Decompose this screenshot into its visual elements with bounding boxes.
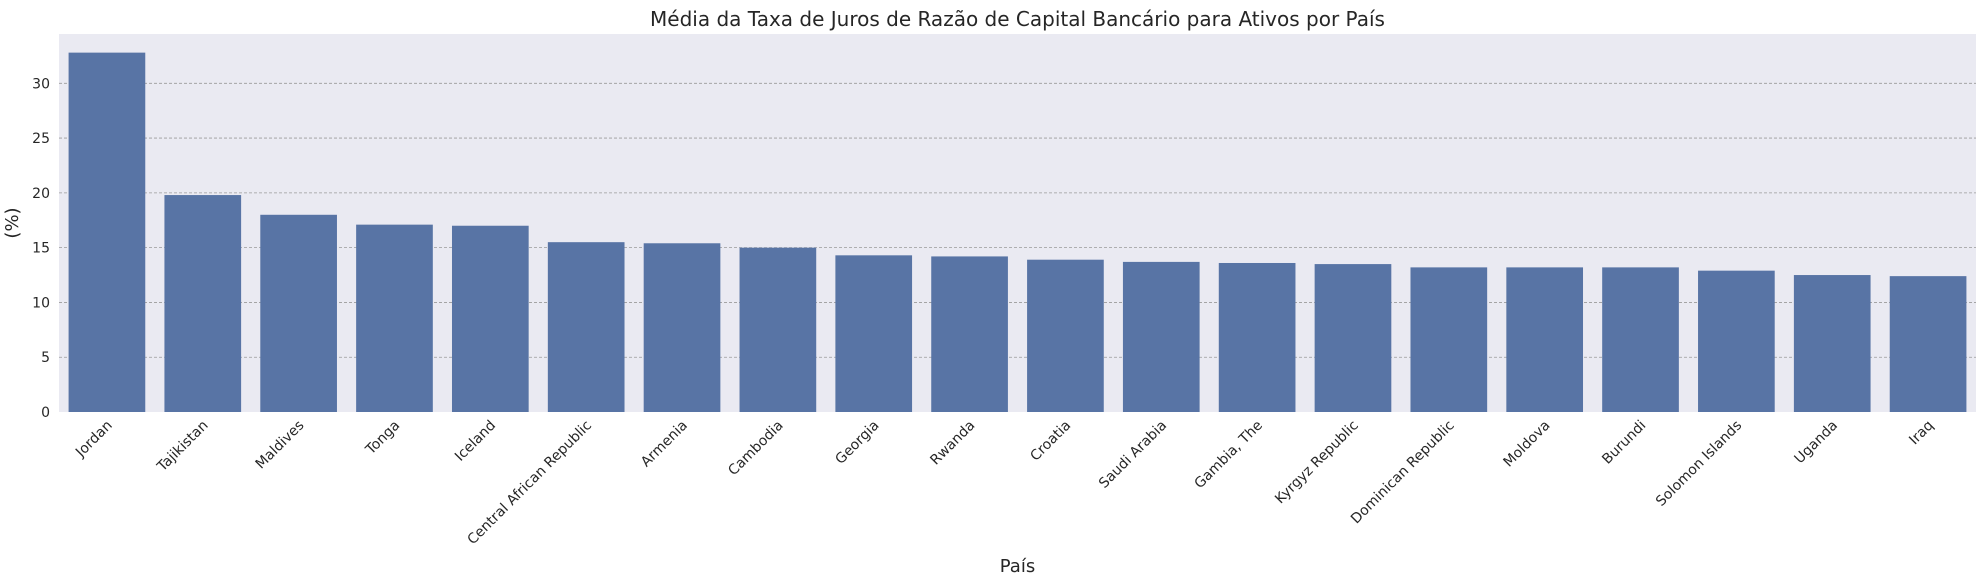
x-tick-label: Iceland bbox=[452, 418, 499, 465]
bar bbox=[1506, 267, 1584, 412]
bar bbox=[356, 224, 433, 412]
y-tick-label: 0 bbox=[41, 405, 50, 421]
x-tick-label: Saudi Arabia bbox=[1096, 418, 1170, 492]
bar bbox=[547, 242, 625, 412]
bar bbox=[1027, 259, 1104, 412]
x-tick-label: Gambia, The bbox=[1191, 418, 1266, 493]
x-tick-label: Tonga bbox=[362, 418, 403, 459]
bars bbox=[68, 52, 1967, 412]
y-tick-label: 30 bbox=[32, 76, 50, 92]
x-tick-label: Jordan bbox=[72, 418, 116, 462]
x-tick-label: Rwanda bbox=[927, 418, 978, 469]
x-tick-label: Moldova bbox=[1501, 418, 1554, 471]
bar bbox=[931, 256, 1008, 412]
y-axis-label: (%) bbox=[2, 207, 23, 238]
x-axis-label: País bbox=[1000, 556, 1035, 577]
x-tick-label: Uganda bbox=[1792, 418, 1842, 468]
bar bbox=[1793, 275, 1871, 412]
bar bbox=[260, 214, 337, 412]
y-tick-label: 15 bbox=[32, 241, 50, 257]
bar bbox=[643, 243, 721, 412]
bar bbox=[1698, 270, 1775, 412]
bar bbox=[1410, 267, 1488, 412]
bar bbox=[1889, 276, 1967, 412]
x-tick-label: Burundi bbox=[1599, 418, 1649, 468]
bar bbox=[164, 195, 242, 412]
bar bbox=[1602, 267, 1679, 412]
bar bbox=[1122, 261, 1200, 412]
x-tick-label: Georgia bbox=[832, 418, 882, 468]
x-tick-label: Cambodia bbox=[725, 418, 786, 479]
chart-title: Média da Taxa de Juros de Razão de Capit… bbox=[650, 7, 1385, 31]
x-tick-label: Armenia bbox=[638, 418, 691, 471]
bar bbox=[835, 255, 913, 412]
bar bbox=[739, 247, 817, 412]
x-tick-labels: Jordan Tajikistan Maldives Tonga IcelandCent… bbox=[72, 418, 1937, 548]
x-tick-label: Solomon Islands bbox=[1653, 418, 1745, 510]
x-tick-label: Dominican Republic bbox=[1348, 418, 1458, 528]
y-tick-labels: 0 5 10 15 20 25 30 bbox=[32, 76, 50, 421]
x-tick-label: Maldives bbox=[253, 418, 308, 473]
plot-area bbox=[59, 34, 1976, 412]
bar bbox=[451, 225, 529, 412]
y-tick-label: 25 bbox=[32, 131, 50, 147]
x-tick-label: Iraq bbox=[1906, 418, 1937, 449]
bar bbox=[1218, 262, 1296, 412]
y-tick-label: 20 bbox=[32, 186, 50, 202]
x-tick-label: Croatia bbox=[1027, 418, 1074, 465]
x-tick-label: Tajikistan bbox=[154, 418, 212, 476]
bar bbox=[68, 52, 146, 412]
x-tick-label: Kyrgyz Republic bbox=[1272, 418, 1362, 508]
bar bbox=[1314, 264, 1392, 412]
y-tick-label: 5 bbox=[41, 350, 50, 366]
y-tick-label: 10 bbox=[32, 295, 50, 311]
